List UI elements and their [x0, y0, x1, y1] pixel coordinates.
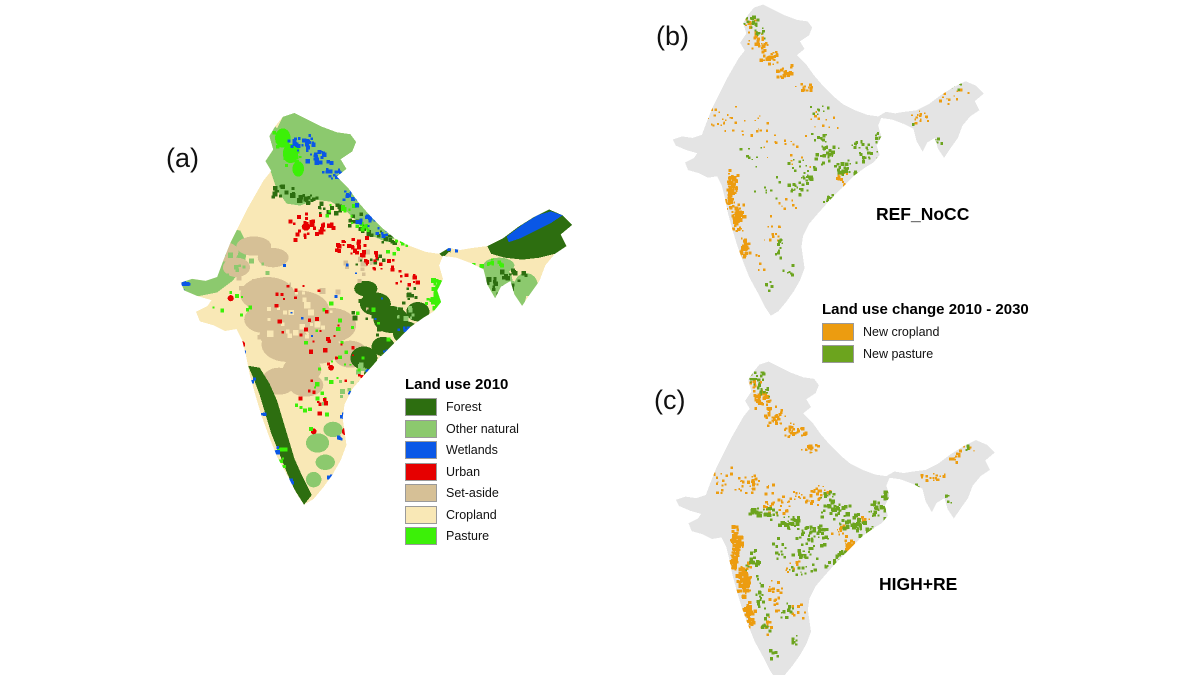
legend-swatch — [822, 323, 854, 341]
legend-item-label: New pasture — [863, 346, 934, 361]
legend-row: Cropland — [405, 505, 519, 524]
legend-row: Wetlands — [405, 441, 519, 459]
landuse-2010-legend-title: Land use 2010 — [405, 376, 509, 393]
panel-b-map — [672, 4, 984, 316]
legend-swatch — [405, 484, 437, 502]
legend-item-label: Set-aside — [446, 486, 499, 500]
legend-item-label: New cropland — [863, 325, 940, 339]
landuse-change-legend-rows: New cropland New pasture — [822, 323, 1029, 363]
scenario-label-ref-nocc: REF_NoCC — [876, 204, 970, 224]
legend-item-label: Urban — [446, 464, 481, 479]
legend-row: Forest — [405, 398, 519, 416]
legend-item-label: Forest — [446, 400, 482, 414]
legend-row: Urban — [405, 462, 519, 481]
panel-b-label: (b) — [656, 21, 689, 51]
legend-item-label: Wetlands — [446, 443, 498, 457]
scenario-label-high-re: HIGH+RE — [879, 574, 958, 594]
legend-item-label: Other natural — [446, 421, 519, 436]
legend-row: Other natural — [405, 419, 519, 438]
legend-swatch — [405, 398, 437, 416]
legend-row: New cropland — [822, 323, 1029, 341]
landuse-2010-legend: Land use 2010 Forest Other natural Wetland… — [405, 376, 519, 549]
panel-a-map — [180, 112, 573, 505]
legend-item-label: Cropland — [446, 507, 497, 522]
legend-row: Pasture — [405, 527, 519, 545]
landuse-2010-legend-rows: Forest Other natural Wetlands Urban Set-asid… — [405, 398, 519, 545]
panel-c-label: (c) — [654, 385, 686, 415]
legend-item-label: Pasture — [446, 529, 490, 543]
legend-swatch — [405, 527, 437, 545]
landuse-change-legend: Land use change 2010 - 2030 New cropland… — [822, 301, 1029, 366]
legend-row: New pasture — [822, 344, 1029, 363]
landuse-change-legend-title: Land use change 2010 - 2030 — [822, 301, 1029, 318]
legend-swatch — [405, 419, 437, 438]
legend-swatch — [822, 344, 854, 363]
legend-swatch — [405, 441, 437, 459]
panel-a-label: (a) — [166, 143, 199, 173]
legend-swatch — [405, 462, 437, 481]
legend-row: Set-aside — [405, 484, 519, 502]
legend-swatch — [405, 505, 437, 524]
panel-c-map — [675, 361, 995, 675]
